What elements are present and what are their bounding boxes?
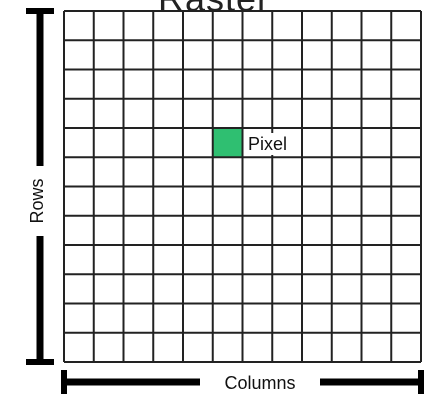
- pixel-label: Pixel: [246, 133, 290, 155]
- columns-label: Columns: [200, 372, 320, 394]
- highlighted-pixel: [212, 128, 243, 158]
- diagram-title: Raster: [0, 0, 428, 20]
- rows-label: Rows: [26, 166, 48, 236]
